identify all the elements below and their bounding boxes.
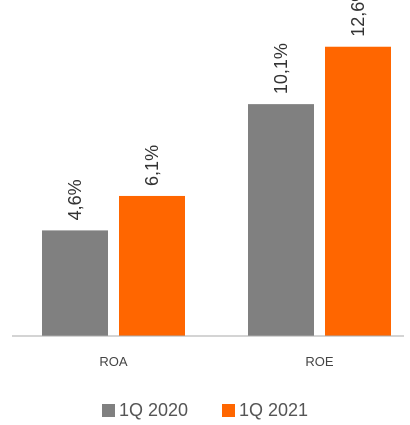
category-labels-group: ROA ROE	[99, 354, 334, 369]
value-label-roa-1q2021: 6,1%	[142, 145, 162, 186]
category-label-roe: ROE	[305, 354, 334, 369]
legend-item-1q2021: 1Q 2021	[222, 400, 308, 421]
bar-roe-1q2021	[325, 46, 391, 337]
bar-roe-1q2020	[248, 104, 314, 336]
bar-roa-1q2020	[42, 230, 108, 336]
value-label-roe-1q2021: 12,6%	[348, 0, 368, 37]
legend-swatch-1q2021	[222, 404, 235, 417]
category-label-roa: ROA	[99, 354, 128, 369]
legend: 1Q 2020 1Q 2021	[0, 400, 410, 421]
legend-label-1q2020: 1Q 2020	[118, 400, 188, 420]
legend-label-1q2021: 1Q 2021	[239, 400, 309, 420]
value-labels-group: 4,6% 6,1% 10,1% 12,6%	[65, 0, 368, 220]
bar-roa-1q2021	[119, 195, 185, 336]
legend-swatch-1q2020	[101, 404, 115, 417]
value-label-roa-1q2020: 4,6%	[65, 179, 85, 220]
bars-group	[42, 46, 391, 337]
legend-item-1q2020: 1Q 2020	[101, 400, 188, 421]
value-label-roe-1q2020: 10,1%	[271, 43, 291, 94]
